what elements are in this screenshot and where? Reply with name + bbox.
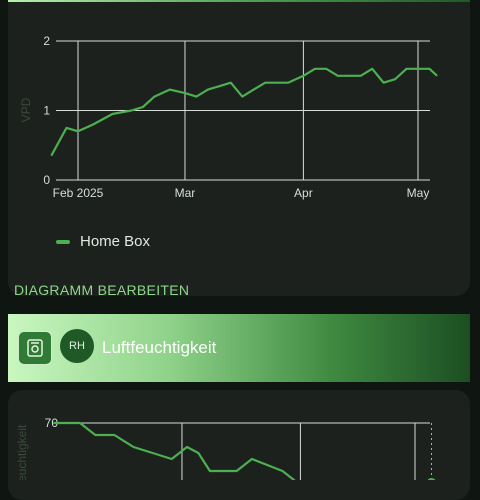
x-tick-label: Feb 2025 [53, 186, 104, 200]
rh-badge: RH [60, 329, 94, 363]
humidity-card-header[interactable]: RH Luftfeuchtigkeit [8, 314, 470, 382]
x-tick-label: May [407, 186, 430, 200]
legend-swatch [56, 239, 70, 244]
x-tick-label: Apr [294, 186, 313, 200]
y-axis-label: Luftfeuchtigkeit [15, 424, 29, 480]
series-line-home-box [50, 67, 438, 157]
y-tick-label: 2 [43, 34, 50, 48]
edit-chart-button[interactable]: DIAGRAMM BEARBEITEN [14, 282, 190, 298]
y-axis-label: VPD [19, 97, 33, 122]
humidity-chart: Luftfeuchtigkeit 70 [15, 416, 436, 480]
series-line-home-box [53, 421, 296, 480]
vpd-chart: VPD 0 1 2 Feb 2025 Mar Apr May [19, 34, 438, 200]
x-tick-label: Mar [175, 186, 196, 200]
vpd-chart-card [8, 0, 470, 296]
y-tick-label: 70 [45, 416, 59, 430]
chart-legend: Home Box [56, 233, 150, 250]
y-tick-label: 1 [43, 104, 50, 118]
device-box-glyph [27, 339, 43, 357]
humidity-title: Luftfeuchtigkeit [102, 338, 217, 357]
legend-label: Home Box [80, 233, 151, 250]
y-tick-label: 0 [43, 173, 50, 187]
device-box-icon[interactable] [18, 331, 52, 365]
card-header-strip [8, 0, 470, 2]
